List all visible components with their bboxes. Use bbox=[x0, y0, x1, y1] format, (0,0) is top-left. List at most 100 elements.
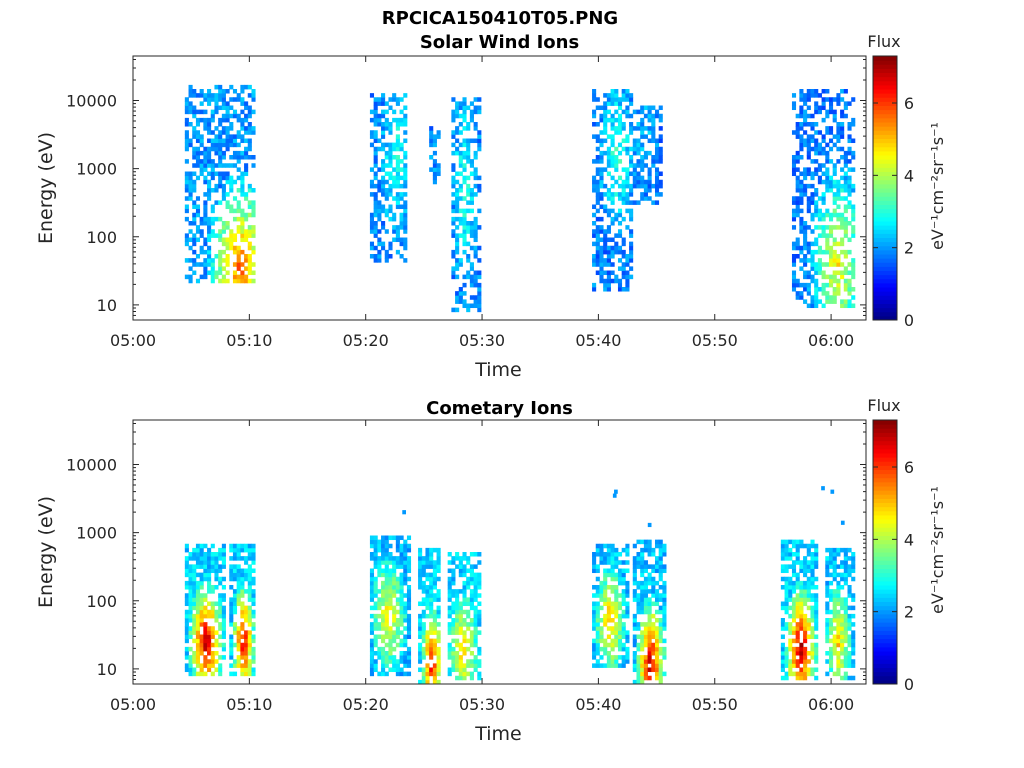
heatmap-cell bbox=[236, 646, 241, 652]
heatmap-cell bbox=[847, 138, 852, 144]
heatmap-cell bbox=[247, 113, 252, 119]
heatmap-cell bbox=[599, 543, 604, 549]
heatmap-cell bbox=[658, 556, 663, 561]
heatmap-cell bbox=[199, 601, 204, 607]
heatmap-cell bbox=[462, 101, 467, 106]
heatmap-cell bbox=[595, 233, 600, 238]
heatmap-cell bbox=[814, 146, 819, 152]
heatmap-cell bbox=[473, 225, 478, 230]
heatmap-cell bbox=[847, 568, 852, 574]
heatmap-cell bbox=[632, 679, 637, 685]
heatmap-cell bbox=[207, 93, 212, 98]
heatmap-cell bbox=[432, 651, 437, 656]
heatmap-cell bbox=[614, 274, 619, 280]
heatmap-cell bbox=[814, 249, 819, 255]
heatmap-cell bbox=[851, 150, 856, 156]
heatmap-cell bbox=[373, 564, 378, 569]
heatmap-cell bbox=[229, 585, 234, 590]
heatmap-cell bbox=[221, 593, 226, 598]
heatmap-cell bbox=[192, 568, 197, 574]
heatmap-cell bbox=[788, 547, 793, 553]
heatmap-cell bbox=[392, 229, 397, 234]
heatmap-cell bbox=[825, 150, 830, 156]
heatmap-cell bbox=[403, 564, 408, 569]
heatmap-cell bbox=[458, 601, 463, 607]
heatmap-cell bbox=[244, 274, 249, 280]
heatmap-cell bbox=[606, 543, 611, 549]
heatmap-cell bbox=[221, 237, 226, 243]
heatmap-cell bbox=[229, 543, 234, 549]
heatmap-cell bbox=[247, 266, 252, 271]
heatmap-cell bbox=[814, 130, 819, 135]
y-tick-label: 100 bbox=[86, 592, 117, 611]
heatmap-cell bbox=[477, 675, 482, 681]
heatmap-cell bbox=[791, 196, 797, 201]
y-axis-label: Energy (eV) bbox=[35, 496, 57, 608]
heatmap-cell bbox=[810, 89, 815, 94]
heatmap-cell bbox=[617, 249, 623, 255]
heatmap-cell bbox=[806, 671, 811, 677]
heatmap-cell bbox=[232, 270, 238, 276]
heatmap-cell bbox=[806, 560, 811, 565]
heatmap-cell bbox=[251, 601, 256, 607]
heatmap-cell bbox=[651, 138, 656, 144]
heatmap-cell bbox=[647, 113, 652, 119]
heatmap-cell bbox=[662, 626, 667, 631]
heatmap-cell bbox=[828, 126, 834, 131]
heatmap-cell bbox=[236, 642, 241, 648]
heatmap-cell bbox=[840, 646, 845, 652]
heatmap-cell bbox=[806, 113, 811, 119]
heatmap-cell bbox=[203, 200, 208, 205]
heatmap-cell bbox=[614, 245, 619, 251]
heatmap-cell bbox=[629, 113, 634, 119]
heatmap-cell bbox=[466, 270, 471, 276]
heatmap-cell bbox=[592, 622, 597, 627]
heatmap-cell bbox=[392, 142, 397, 148]
heatmap-cell bbox=[603, 208, 608, 214]
heatmap-cell bbox=[392, 237, 397, 243]
heatmap-cell bbox=[210, 634, 215, 640]
heatmap-cell bbox=[595, 605, 600, 611]
heatmap-cell bbox=[836, 138, 841, 144]
heatmap-cell bbox=[795, 237, 800, 243]
heatmap-cell bbox=[825, 233, 830, 238]
heatmap-cell bbox=[799, 183, 804, 189]
heatmap-cell bbox=[828, 262, 834, 267]
heatmap-cell bbox=[210, 655, 215, 660]
colorbar-segment bbox=[873, 146, 897, 152]
heatmap-cell bbox=[799, 97, 804, 102]
colorbar-unit-label: eV⁻¹cm⁻²sr⁻¹s⁻¹ bbox=[928, 122, 947, 250]
heatmap-cell bbox=[210, 113, 215, 119]
heatmap-cell bbox=[603, 601, 608, 607]
heatmap-cell bbox=[406, 568, 412, 574]
heatmap-cell bbox=[462, 233, 467, 238]
heatmap-cell bbox=[373, 589, 378, 594]
heatmap-cell bbox=[603, 568, 608, 574]
heatmap-cell bbox=[828, 138, 834, 144]
heatmap-cell bbox=[455, 291, 460, 296]
heatmap-cell bbox=[244, 560, 249, 565]
heatmap-cell bbox=[803, 113, 808, 119]
heatmap-cell bbox=[207, 626, 212, 631]
heatmap-cell bbox=[784, 593, 789, 598]
heatmap-cell bbox=[803, 245, 808, 251]
heatmap-cell bbox=[836, 122, 841, 127]
heatmap-cell bbox=[381, 167, 386, 172]
heatmap-cell bbox=[799, 179, 804, 185]
heatmap-cell bbox=[210, 97, 215, 102]
heatmap-cell bbox=[451, 97, 456, 102]
heatmap-cell bbox=[192, 655, 197, 660]
heatmap-cell bbox=[199, 651, 204, 656]
heatmap-cell bbox=[451, 580, 456, 586]
heatmap-cell bbox=[369, 646, 375, 652]
heatmap-cell bbox=[184, 179, 189, 185]
heatmap-cell bbox=[795, 646, 800, 652]
heatmap-cell bbox=[843, 299, 848, 304]
heatmap-cell bbox=[251, 200, 256, 205]
heatmap-cell bbox=[455, 171, 460, 177]
heatmap-cell bbox=[851, 552, 856, 557]
heatmap-cell bbox=[795, 651, 800, 656]
heatmap-cell bbox=[473, 626, 478, 631]
heatmap-cell bbox=[232, 196, 238, 201]
heatmap-cell bbox=[780, 547, 785, 553]
